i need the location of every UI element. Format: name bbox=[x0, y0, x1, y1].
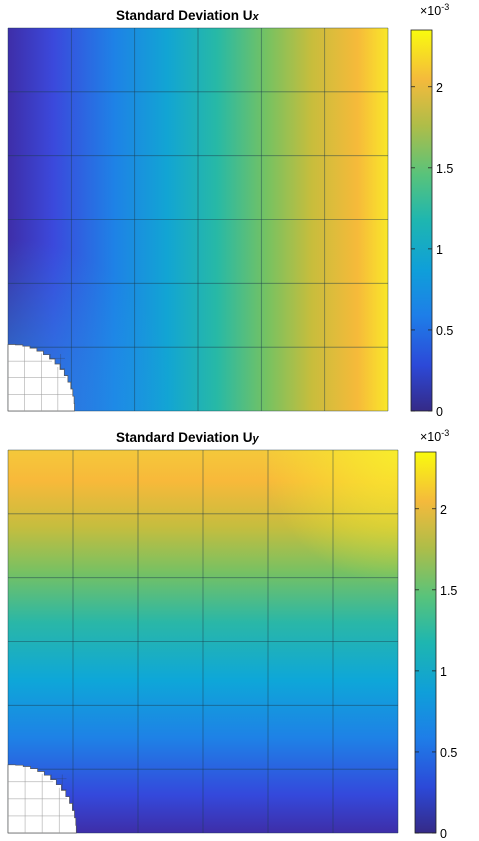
colorbar-ux-ticks bbox=[411, 86, 432, 412]
chart-title-ux: Standard Deviation Ux bbox=[116, 8, 259, 23]
chart-title-ux-subscript: x bbox=[252, 11, 259, 23]
colorbar-exponent-uy: ×10-3 bbox=[420, 428, 449, 444]
hole-refined-mesh-ux bbox=[7, 344, 75, 412]
colorbar-exponent-ux-base: ×10 bbox=[420, 4, 442, 19]
hole-refined-mesh-uy bbox=[7, 764, 77, 834]
chart-title-ux-main: Standard Deviation U bbox=[116, 8, 253, 23]
mesh-grid-ux bbox=[7, 27, 389, 412]
colorbar-uy-tick-label: 0.5 bbox=[440, 745, 458, 760]
colorbar-ux-bar bbox=[410, 29, 433, 412]
colorbar-exponent-ux-power: -3 bbox=[441, 2, 450, 12]
chart-title-uy: Standard Deviation Uy bbox=[116, 430, 259, 445]
colorbar-exponent-uy-base: ×10 bbox=[420, 430, 442, 445]
colorbar-ux-tick-label: 1.5 bbox=[436, 161, 454, 176]
colorbar-uy-tick-label: 2 bbox=[440, 502, 447, 517]
colorbar-ux-tick-label: 2 bbox=[436, 80, 443, 95]
colorbar-ux bbox=[410, 29, 433, 412]
colorbar-uy-tick-label: 0 bbox=[440, 827, 447, 841]
heatmap-uy bbox=[7, 449, 399, 834]
heatmap-ux bbox=[7, 27, 389, 412]
colorbar-ux-tick-label: 1 bbox=[436, 242, 443, 257]
colorbar-ux-tick-label: 0 bbox=[436, 405, 443, 419]
colorbar-ux-tick-label: 0.5 bbox=[436, 323, 454, 338]
colorbar-uy-tick-label: 1 bbox=[440, 664, 447, 679]
colorbar-uy-ticks bbox=[415, 508, 436, 834]
colorbar-exponent-uy-power: -3 bbox=[441, 428, 450, 438]
chart-title-uy-main: Standard Deviation U bbox=[116, 430, 253, 445]
chart-title-uy-subscript: y bbox=[252, 433, 259, 445]
colorbar-uy-bar bbox=[414, 451, 437, 834]
colorbar-uy-tick-label: 1.5 bbox=[440, 583, 458, 598]
colorbar-uy bbox=[414, 451, 437, 834]
colorbar-exponent-ux: ×10-3 bbox=[420, 2, 449, 18]
